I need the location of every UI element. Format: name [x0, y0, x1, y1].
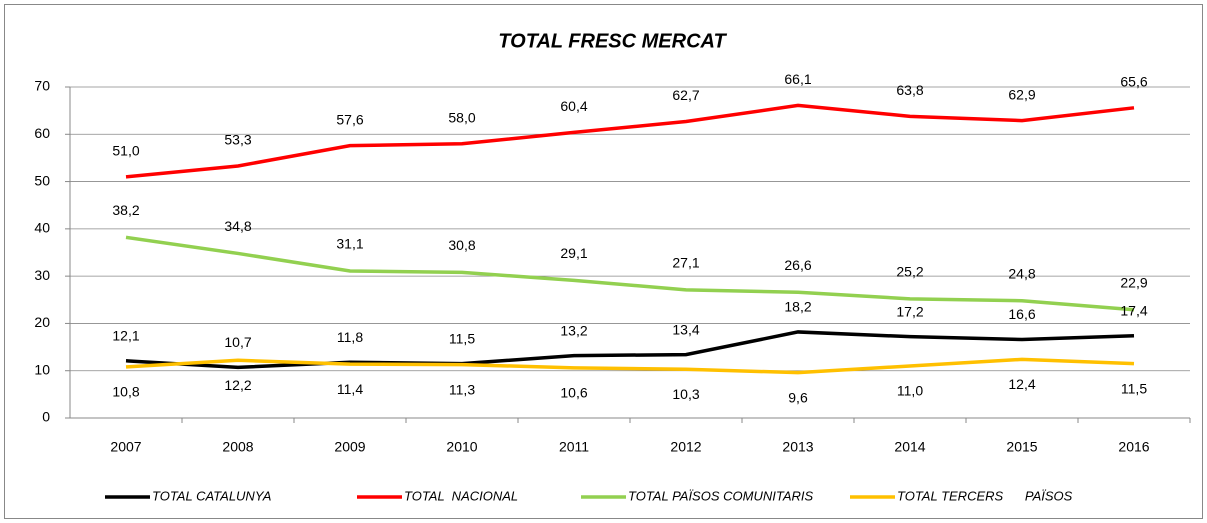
x-tick-label: 2007 [110, 439, 141, 455]
legend-label: TOTAL TERCERS PAÏSOS [897, 488, 1073, 503]
data-label: 66,1 [784, 71, 811, 87]
data-label: 16,6 [1008, 306, 1035, 322]
data-label: 10,3 [672, 386, 699, 402]
y-tick-label: 40 [34, 220, 50, 236]
data-label: 60,4 [560, 98, 587, 114]
data-label: 26,6 [784, 257, 811, 273]
data-label: 62,9 [1008, 86, 1035, 102]
x-tick-label: 2015 [1006, 439, 1037, 455]
y-tick-label: 50 [34, 172, 50, 188]
data-label: 31,1 [336, 236, 363, 252]
data-label: 25,2 [896, 264, 923, 280]
data-label: 51,0 [112, 143, 139, 159]
x-tick-label: 2014 [894, 439, 925, 455]
legend-label: TOTAL NACIONAL [404, 488, 518, 503]
x-tick-label: 2010 [446, 439, 477, 455]
data-label: 12,4 [1008, 376, 1035, 392]
y-tick-label: 70 [34, 78, 50, 94]
data-label: 34,8 [224, 218, 251, 234]
data-label: 9,6 [788, 389, 808, 405]
chart-border [4, 4, 1203, 519]
data-label: 65,6 [1120, 74, 1147, 90]
y-tick-label: 10 [34, 361, 50, 377]
y-tick-label: 20 [34, 314, 50, 330]
data-label: 18,2 [784, 299, 811, 315]
data-label: 13,4 [672, 321, 699, 337]
data-label: 63,8 [896, 82, 923, 98]
data-label: 22,9 [1120, 274, 1147, 290]
series-line [125, 103, 1135, 179]
x-tick-label: 2016 [1118, 439, 1149, 455]
data-label: 11,4 [337, 381, 363, 397]
legend-label: TOTAL CATALUNYA [152, 488, 271, 503]
data-label: 10,6 [560, 385, 587, 401]
data-label: 17,2 [896, 303, 923, 319]
x-tick-label: 2008 [222, 439, 253, 455]
data-label: 29,1 [560, 245, 587, 261]
series-line [125, 357, 1135, 375]
data-label: 53,3 [224, 132, 251, 148]
data-label: 11,5 [449, 330, 475, 346]
legend-label: TOTAL PAÏSOS COMUNITARIS [628, 488, 813, 503]
data-label: 58,0 [448, 109, 475, 125]
series-line [125, 330, 1135, 370]
data-label: 57,6 [336, 111, 363, 127]
data-label: 12,2 [224, 377, 251, 393]
y-tick-label: 60 [34, 125, 50, 141]
data-label: 27,1 [672, 255, 699, 271]
data-label: 12,1 [112, 327, 139, 343]
x-tick-label: 2009 [334, 439, 365, 455]
data-label: 30,8 [448, 237, 475, 253]
series-line [125, 235, 1135, 312]
x-tick-label: 2011 [559, 439, 589, 455]
y-tick-label: 0 [42, 409, 50, 425]
data-label: 13,2 [560, 322, 587, 338]
y-tick-label: 30 [34, 267, 50, 283]
chart-title: TOTAL FRESC MERCAT [498, 30, 727, 52]
data-label: 11,0 [897, 383, 923, 399]
data-label: 11,8 [337, 329, 363, 345]
data-label: 17,4 [1120, 302, 1147, 318]
data-label: 24,8 [1008, 265, 1035, 281]
x-tick-label: 2012 [670, 439, 701, 455]
data-label: 10,7 [224, 334, 251, 350]
data-label: 38,2 [112, 202, 139, 218]
data-label: 62,7 [672, 87, 699, 103]
data-label: 11,3 [449, 381, 475, 397]
data-label: 10,8 [112, 384, 139, 400]
data-label: 11,5 [1121, 380, 1147, 396]
x-tick-label: 2013 [782, 439, 813, 455]
